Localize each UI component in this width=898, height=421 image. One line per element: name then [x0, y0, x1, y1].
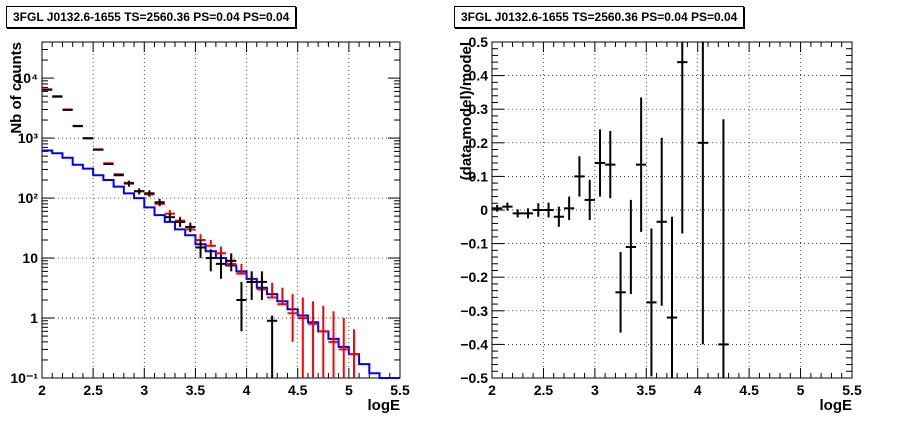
x-tick-label: 4: [243, 382, 251, 398]
x-tick-label: 3: [140, 382, 148, 398]
y-tick-label: 0.1: [469, 168, 489, 184]
model-histogram-line: [42, 149, 400, 379]
y-tick-label: 0.5: [469, 34, 489, 50]
y-tick-label: 0.3: [469, 101, 489, 117]
y-tick-label: −0.1: [460, 236, 488, 252]
x-tick-label: 5: [797, 382, 805, 398]
y-tick-label: 0.2: [469, 135, 489, 151]
y-tick-label: 10⁻¹: [10, 370, 38, 386]
left-chart-title: 3FGL J0132.6-1655 TS=2560.36 PS=0.04 PS=…: [6, 6, 297, 28]
x-tick-label: 2.5: [83, 382, 103, 398]
x-tick-label: 4.5: [739, 382, 759, 398]
left-panel: 2 2.5 3 3.5 4 4.5 5 5.5 10⁻¹ 1 10 10² 10³ 10⁴ logE Nb o…: [8, 41, 410, 414]
y-tick-label: −0.4: [460, 336, 488, 352]
x-tick-label: 4: [694, 382, 702, 398]
y-tick-label: 0: [480, 202, 488, 218]
right-chart-title: 3FGL J0132.6-1655 TS=2560.36 PS=0.04 PS=…: [454, 6, 745, 28]
y-tick-label: 10⁴: [16, 70, 39, 86]
y-tick-label: 10²: [18, 190, 39, 206]
x-axis-label: logE: [820, 397, 853, 414]
x-axis-label: logE: [368, 397, 401, 414]
y-axis-label: (data-model)/model: [458, 42, 475, 180]
x-tick-label: 5.5: [390, 382, 410, 398]
y-tick-label: 1: [30, 310, 38, 326]
y-tick-label: −0.3: [460, 303, 488, 319]
x-tick-label: 2: [38, 382, 46, 398]
y-tick-label: 10³: [18, 130, 39, 146]
x-tick-label: 5.5: [842, 382, 862, 398]
y-tick-label: −0.2: [460, 269, 488, 285]
y-tick-label: 0.4: [469, 68, 489, 84]
x-tick-label: 2.5: [534, 382, 554, 398]
x-tick-label: 4.5: [288, 382, 308, 398]
y-tick-label: −0.5: [460, 370, 488, 386]
x-tick-label: 2: [488, 382, 496, 398]
right-panel: 2 2.5 3 3.5 4 4.5 5 5.5 −0.5 −0.4 −0.3 −0.2 −0.1 0 0.1…: [458, 34, 862, 414]
x-tick-label: 3.5: [637, 382, 657, 398]
y-axis-label: Nb of counts: [8, 42, 25, 134]
x-tick-label: 3: [591, 382, 599, 398]
y-tick-label: 10: [22, 250, 38, 266]
x-tick-label: 3.5: [186, 382, 206, 398]
x-tick-label: 5: [345, 382, 353, 398]
plot-frame: [41, 41, 401, 379]
